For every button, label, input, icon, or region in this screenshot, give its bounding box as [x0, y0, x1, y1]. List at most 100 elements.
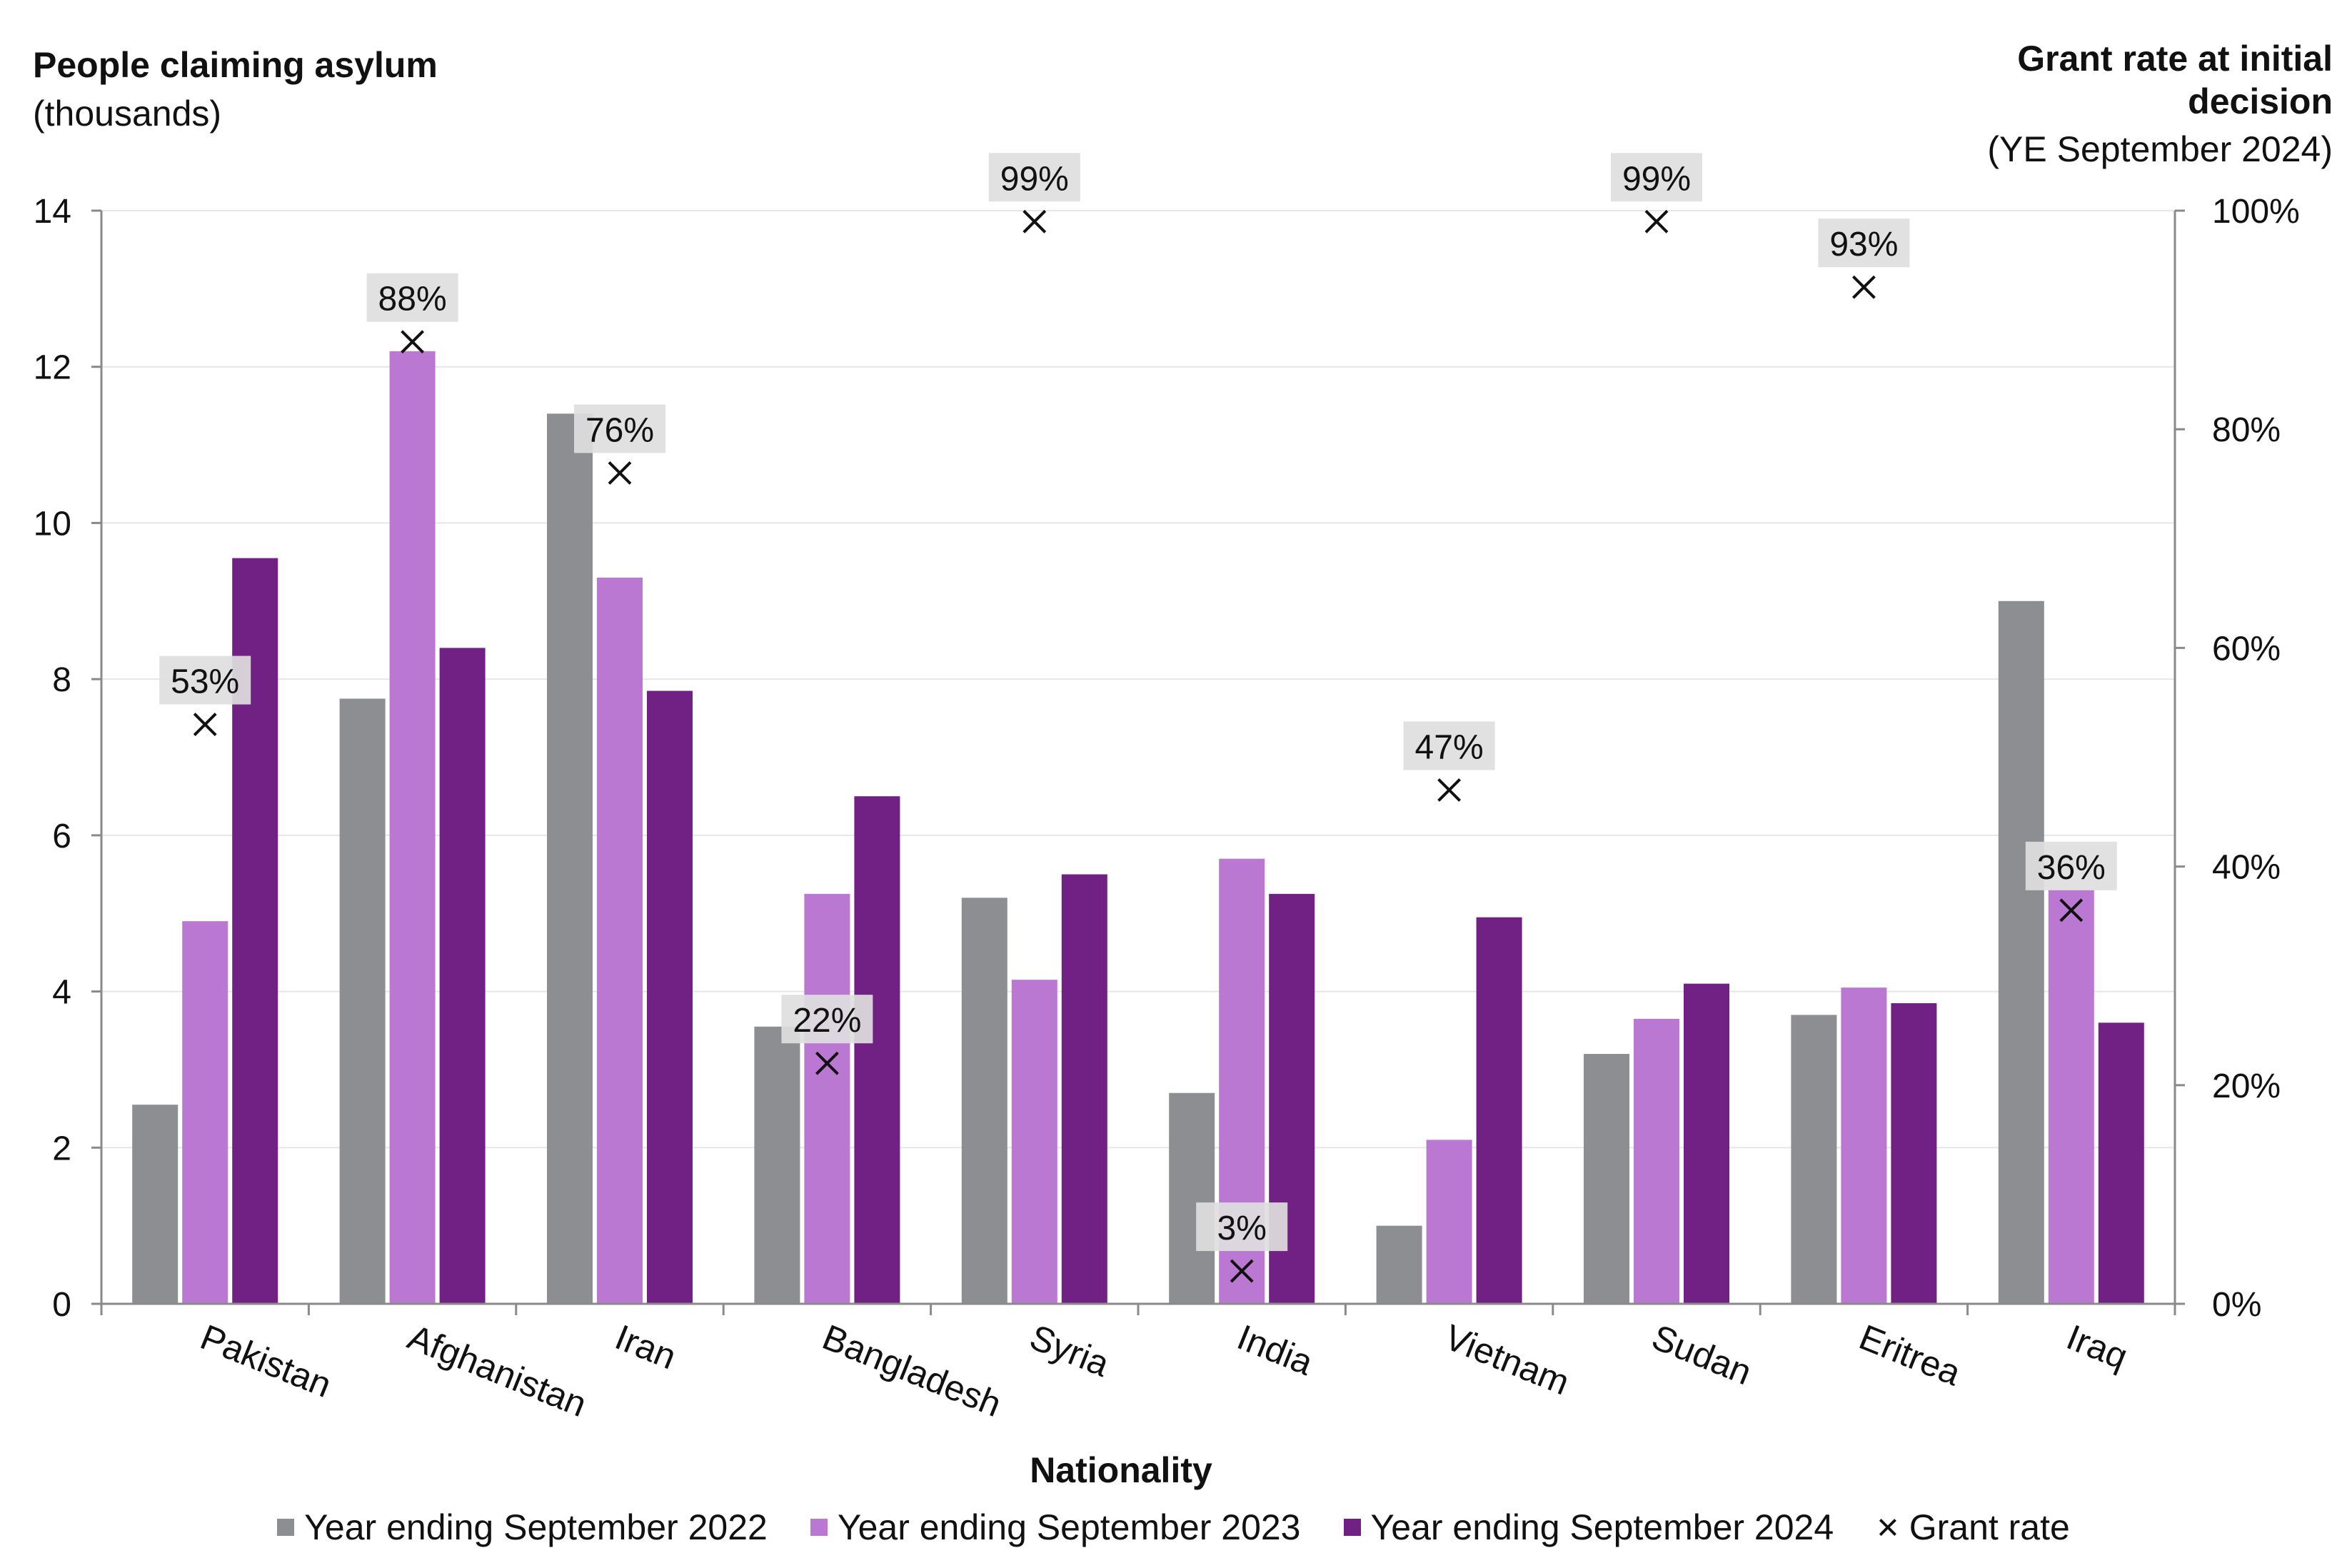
y2-tick-label: 60% [2212, 630, 2281, 668]
left-axis-subtitle: (thousands) [33, 94, 222, 134]
grant-rate-label-bg [1196, 1202, 1288, 1252]
bar-pakistan-2023 [182, 921, 228, 1304]
grant-rate-marker-sudan [1644, 209, 1669, 233]
right-axis-subtitle: (YE September 2024) [1987, 129, 2333, 169]
grant-rate-marker-eritrea [1851, 275, 1876, 299]
grant-rate-label-iraq: 36% [2037, 849, 2106, 887]
legend-swatch-2023 [810, 1519, 828, 1536]
left-axis-title: People claiming asylum [33, 45, 438, 85]
grant-rate-label-pakistan: 53% [171, 663, 239, 701]
x-tick-label-iran: Iran [610, 1317, 682, 1377]
y-tick-label: 0 [52, 1286, 71, 1324]
bar-iran-2024 [647, 690, 693, 1304]
x-tick-label-sudan: Sudan [1647, 1317, 1757, 1392]
grant-rate-marker-iran [608, 461, 632, 485]
grant-rate-marker-iraq [2059, 898, 2084, 923]
bar-india-2022 [1169, 1092, 1215, 1304]
grant-rate-label-bg [781, 995, 873, 1044]
grant-rate-marker-vietnam [1437, 778, 1462, 802]
legend: Year ending September 2022 Year ending S… [0, 1507, 2347, 1548]
grant-rate-label-bg [159, 655, 251, 705]
y-tick-label: 10 [34, 505, 71, 543]
bar-eritrea-2024 [1891, 1002, 1937, 1304]
grant-rate-label-bangladesh: 22% [793, 1002, 861, 1040]
grant-rate-marker-syria [1022, 209, 1047, 233]
bar-vietnam-2023 [1426, 1140, 1472, 1304]
bar-eritrea-2023 [1841, 987, 1887, 1304]
x-tick-label-india: India [1232, 1317, 1319, 1383]
grant-rate-label-bg [1403, 721, 1495, 770]
legend-label-2022: Year ending September 2022 [304, 1507, 768, 1547]
bar-syria-2024 [1061, 874, 1107, 1304]
grant-rate-label-bg [366, 273, 458, 322]
grant-rate-x-stroke [401, 330, 425, 354]
grant-rate-label-vietnam: 47% [1415, 728, 1484, 766]
bar-iraq-2023 [2048, 890, 2094, 1304]
y-tick-label: 6 [52, 818, 71, 855]
bar-iraq-2024 [2098, 1022, 2144, 1304]
bar-sudan-2022 [1584, 1054, 1629, 1304]
bar-sudan-2024 [1684, 983, 1729, 1304]
y-tick-label: 2 [52, 1130, 71, 1167]
legend-item-2024: Year ending September 2024 [1343, 1507, 1834, 1548]
y2-tick-label: 0% [2212, 1286, 2261, 1324]
grant-rate-label-bg [574, 404, 665, 453]
legend-item-grant-rate: × Grant rate [1876, 1507, 2070, 1548]
grant-rate-label-iran: 76% [586, 411, 654, 449]
bar-iran-2023 [597, 577, 643, 1304]
bar-iraq-2022 [1998, 600, 2044, 1304]
x-tick-label-vietnam: Vietnam [1439, 1317, 1574, 1402]
grant-rate-x-stroke [1851, 275, 1876, 299]
bar-vietnam-2022 [1376, 1225, 1422, 1304]
x-tick-label-iraq: Iraq [2061, 1317, 2134, 1377]
grant-rate-label-syria: 99% [1000, 160, 1069, 198]
bar-syria-2022 [961, 898, 1007, 1304]
bar-afghanistan-2024 [439, 648, 486, 1304]
bar-bangladesh-2024 [854, 796, 900, 1304]
legend-label-2023: Year ending September 2023 [837, 1507, 1301, 1547]
grant-rate-x-stroke [1022, 209, 1047, 233]
grant-rate-x-stroke [1230, 1259, 1254, 1283]
x-mark-icon: × [1876, 1506, 1899, 1549]
grant-rate-label-sudan: 99% [1622, 160, 1691, 198]
y2-tick-label: 40% [2212, 849, 2281, 887]
grant-rate-x-stroke [193, 713, 217, 736]
grant-rate-marker-bangladesh [815, 1051, 839, 1075]
grant-rate-x-stroke [815, 1051, 839, 1075]
grant-rate-label-bg [1611, 153, 1702, 202]
legend-swatch-2022 [277, 1519, 295, 1536]
x-tick-label-afghanistan: Afghanistan [402, 1317, 592, 1424]
y2-tick-label: 20% [2212, 1067, 2281, 1105]
legend-label-2024: Year ending September 2024 [1370, 1507, 1834, 1547]
grant-rate-x-stroke [2059, 898, 2084, 923]
bar-afghanistan-2022 [339, 698, 386, 1304]
bar-vietnam-2024 [1476, 917, 1522, 1304]
grant-rate-label-afghanistan: 88% [378, 281, 447, 318]
grant-rate-marker-pakistan [193, 713, 217, 736]
y-tick-label: 4 [52, 974, 71, 1012]
bar-syria-2023 [1011, 980, 1057, 1304]
grant-rate-label-india: 3% [1217, 1210, 1267, 1247]
right-axis-title: Grant rate at initial decision [2017, 39, 2333, 121]
grant-rate-x-stroke [608, 461, 632, 485]
grant-rate-marker-afghanistan [401, 330, 425, 354]
bar-bangladesh-2022 [754, 1026, 800, 1304]
x-tick-label-bangladesh: Bangladesh [817, 1317, 1007, 1424]
grant-rate-x-stroke [1437, 778, 1462, 802]
legend-label-grant-rate: Grant rate [1909, 1507, 2070, 1547]
x-tick-label-eritrea: Eritrea [1854, 1317, 1966, 1393]
y-tick-label: 14 [34, 193, 71, 231]
x-tick-label-syria: Syria [1025, 1317, 1115, 1384]
legend-item-2022: Year ending September 2022 [277, 1507, 768, 1548]
legend-swatch-2024 [1343, 1519, 1361, 1536]
grant-rate-label-bg [988, 153, 1080, 202]
grant-rate-label-eritrea: 93% [1829, 226, 1898, 263]
bar-afghanistan-2023 [389, 351, 436, 1304]
x-axis-title: Nationality [1030, 1450, 1212, 1490]
bar-iran-2022 [547, 413, 593, 1304]
grant-rate-label-bg [2025, 841, 2117, 890]
bar-eritrea-2022 [1791, 1015, 1837, 1304]
bar-sudan-2023 [1634, 1018, 1679, 1304]
grant-rate-x-stroke [1644, 209, 1669, 233]
